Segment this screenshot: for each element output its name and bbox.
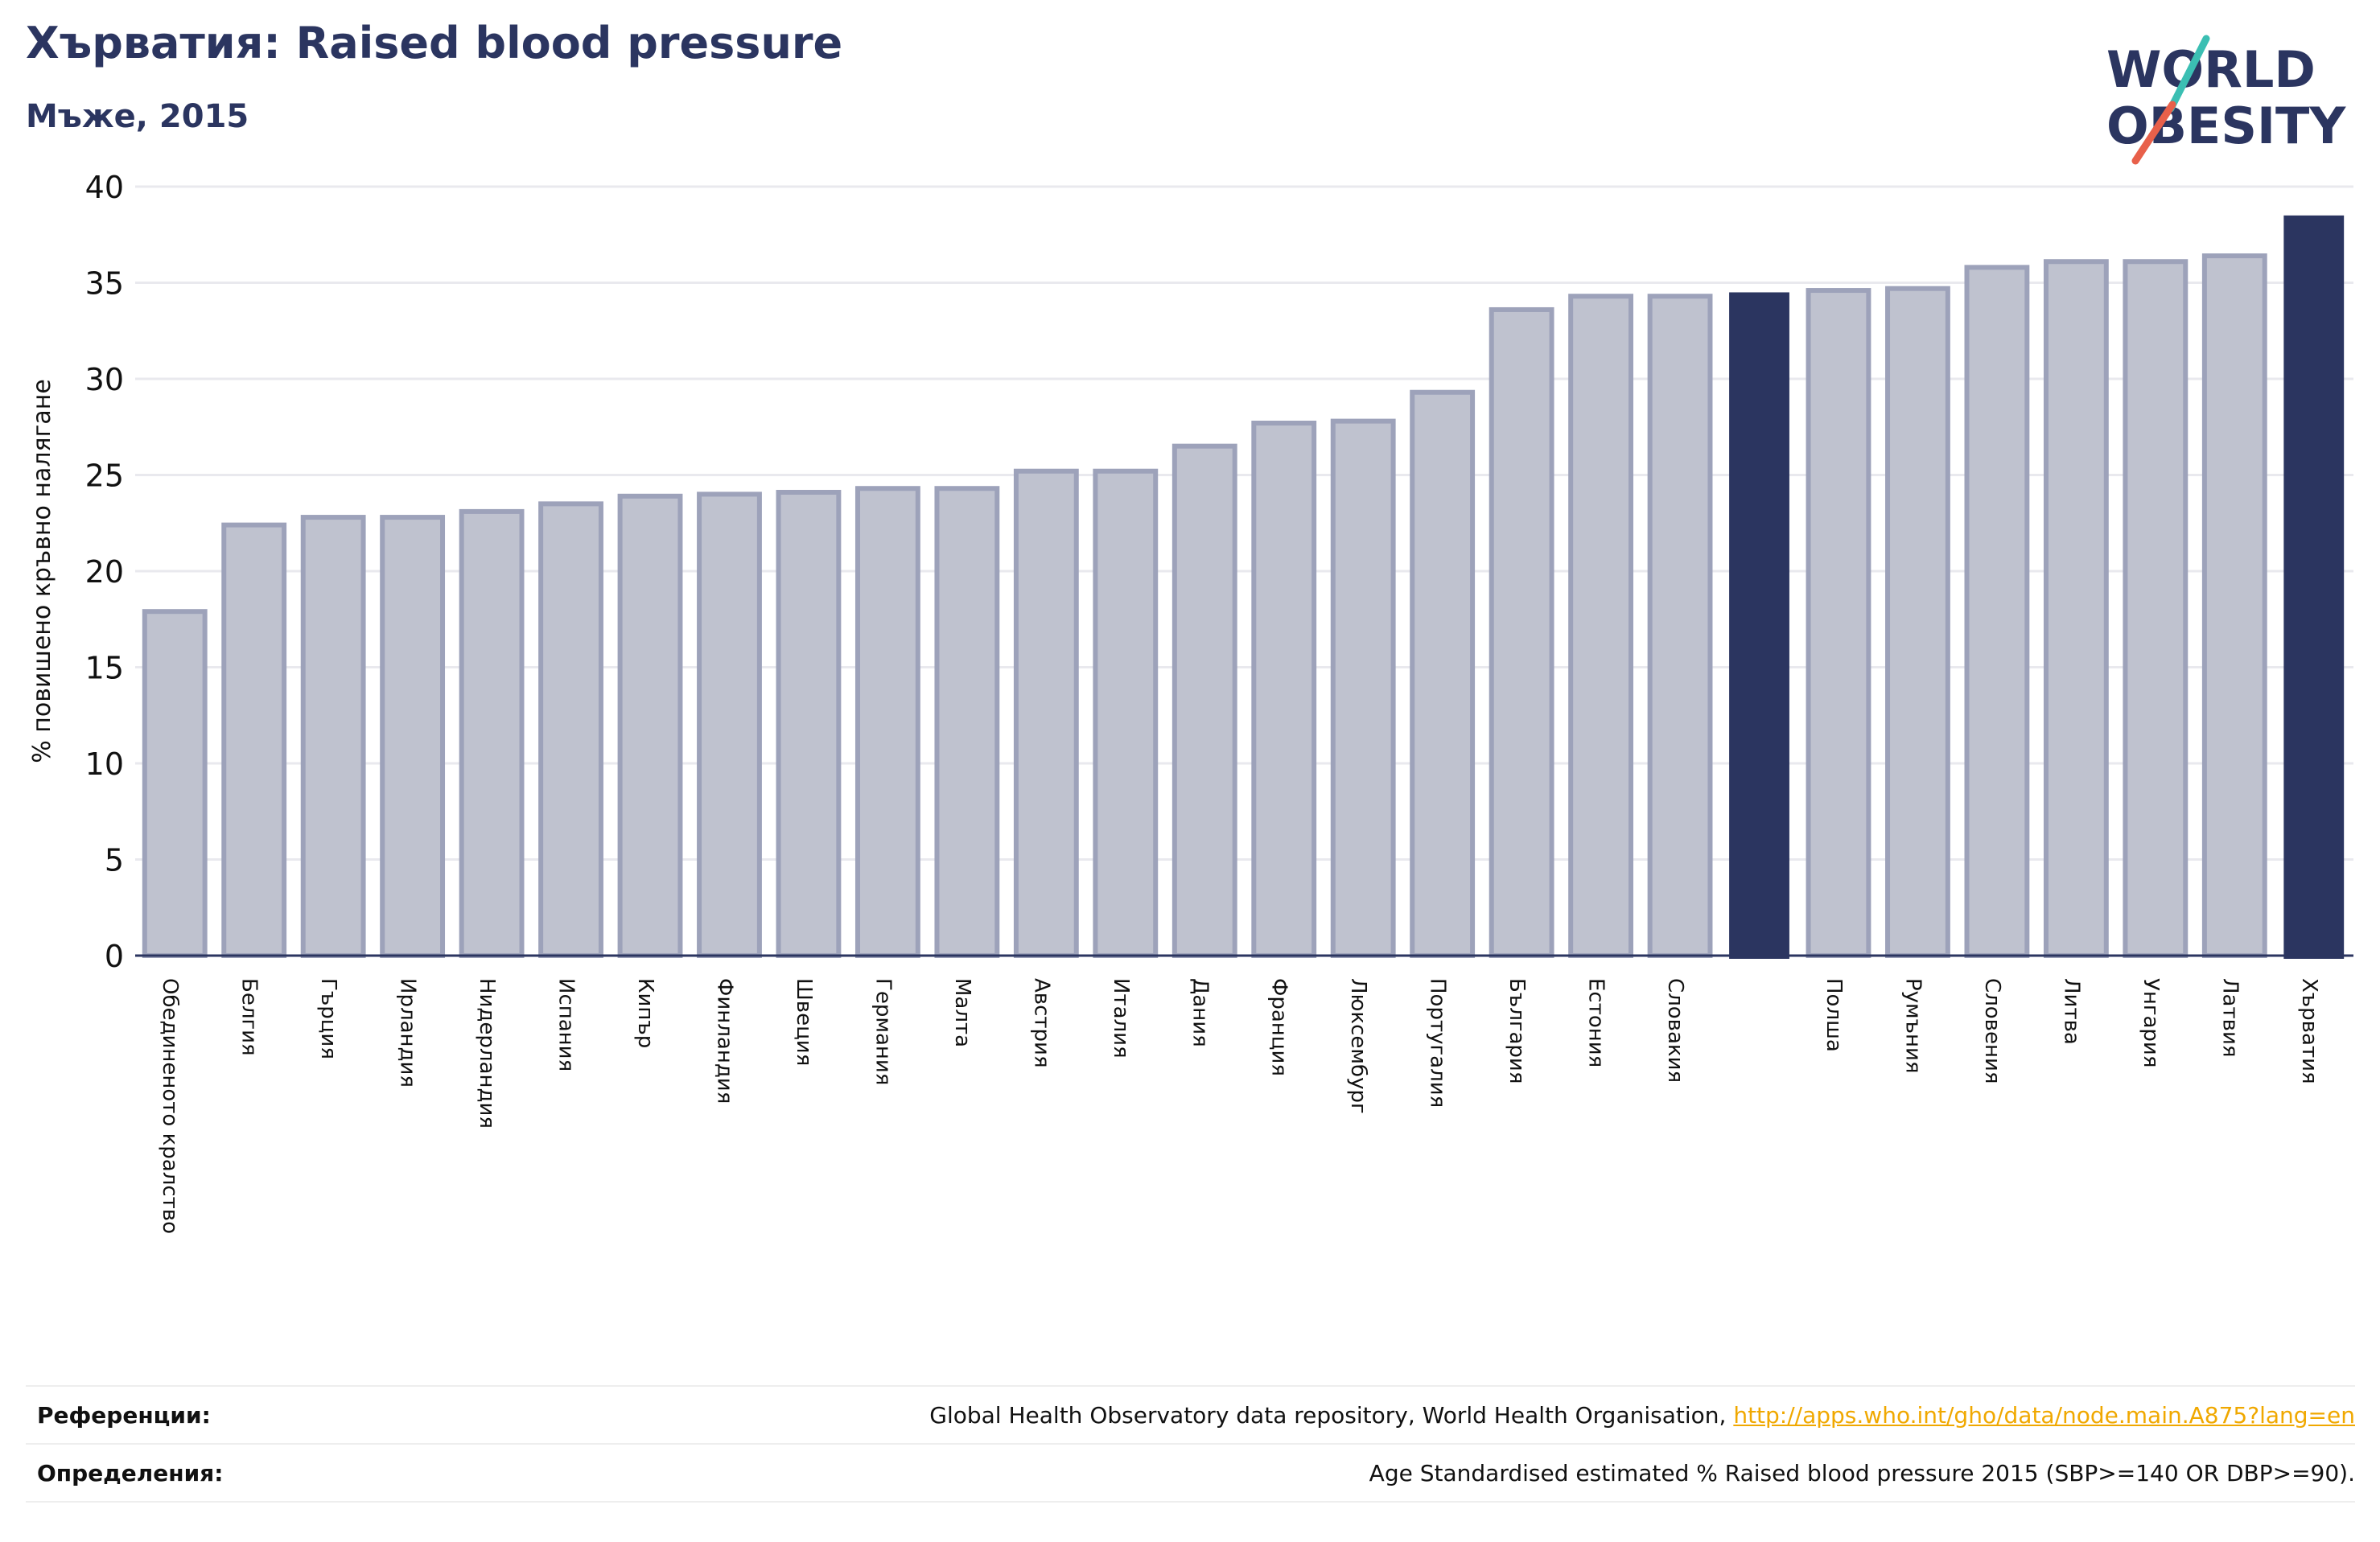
y-axis-label: % повишено кръвно налягане [28,379,56,763]
x-tick-label: Обединеното кралство [158,978,182,1234]
bar-chart: 0 5 10 15 20 25 30 35 40 Обединеното кралство Бел… [28,170,2353,1234]
x-tick-label: Естония [1584,978,1608,1067]
bar[interactable] [142,609,208,958]
chart-title: Хърватия: Raised blood pressure [26,18,843,68]
bar[interactable] [1964,265,2030,958]
y-tick-label: 15 [85,651,124,686]
references-text: Global Health Observatory data repositor… [929,1402,2355,1429]
logo-line1: WORLD [2106,40,2316,99]
bar[interactable] [1647,294,1713,959]
bar[interactable] [1330,418,1396,958]
bar[interactable] [1806,288,1871,958]
bar[interactable] [300,515,366,958]
x-tick-label: Румъния [1900,978,1925,1074]
references-panel: Референции: Global Health Observatory da… [26,1385,2355,1503]
bar[interactable] [617,493,683,958]
bar-highlighted[interactable] [2283,215,2345,960]
bar[interactable] [459,508,525,958]
bar[interactable] [380,515,446,958]
y-axis-ticks: 0 5 10 15 20 25 30 35 40 [85,170,124,974]
bar[interactable] [1013,468,1079,958]
bar-highlighted[interactable] [1729,292,1789,959]
world-obesity-logo: WORLD OBESITY [2106,35,2346,165]
bars [142,215,2345,960]
x-tick-label: Германия [871,978,895,1085]
definitions-row: Определения: Age Standardised estimated … [26,1443,2355,1503]
bar[interactable] [1171,443,1237,958]
y-tick-label: 5 [105,843,124,878]
x-tick-label: Финландия [712,978,736,1104]
bar[interactable] [221,522,287,958]
definitions-text: Age Standardised estimated % Raised bloo… [1369,1459,2355,1486]
chart-subtitle: Мъже, 2015 [26,98,249,135]
x-tick-label: Малта [950,978,974,1047]
y-tick-label: 30 [85,362,124,397]
x-tick-label: Австрия [1029,978,1053,1068]
bar[interactable] [1489,306,1554,958]
x-tick-label: Полша [1822,978,1846,1052]
references-link[interactable]: http://apps.who.int/gho/data/node.main.A… [1733,1401,2355,1429]
x-tick-label: Унгария [2139,978,2163,1067]
x-tick-label: Латвия [2217,978,2242,1058]
bar[interactable] [2123,259,2189,958]
references-label: Референции: [37,1401,211,1429]
x-tick-label: Хърватия [2297,978,2321,1084]
bar[interactable] [1410,389,1476,959]
logo-slash-teal [2167,35,2210,113]
logo-slash-red [2131,101,2176,165]
x-tick-label: Словения [1980,978,2004,1084]
references-source: Global Health Observatory data repositor… [929,1401,1734,1429]
x-tick-label: Франция [1267,978,1291,1076]
y-tick-label: 20 [85,554,124,590]
bar[interactable] [1885,286,1950,959]
y-tick-label: 25 [85,458,124,494]
bar[interactable] [2201,253,2267,959]
bar[interactable] [1568,294,1634,959]
x-tick-label: Португалия [1426,978,1450,1108]
references-row: Референции: Global Health Observatory da… [26,1385,2355,1443]
x-tick-label: Кипър [633,978,657,1048]
x-tick-label: Ирландия [396,978,420,1088]
x-tick-label: Италия [1109,978,1133,1059]
bar[interactable] [538,501,603,958]
x-tick-label: Белгия [237,978,261,1056]
y-tick-label: 10 [85,746,124,782]
bar[interactable] [776,490,842,958]
bar[interactable] [1093,468,1159,958]
y-tick-label: 40 [85,170,124,205]
y-tick-label: 0 [105,939,124,974]
x-tick-label: Нидерландия [475,978,499,1129]
x-tick-label: България [1505,978,1529,1084]
y-tick-label: 35 [85,266,124,302]
x-tick-label: Люксембург [1346,978,1370,1114]
bar[interactable] [697,491,762,958]
x-axis-ticks: Обединеното кралство Белгия Гърция Ирландия… [158,978,2321,1234]
x-tick-label: Гърция [316,978,340,1059]
x-tick-label: Испания [554,978,579,1071]
x-tick-label: Литва [2059,978,2083,1045]
definitions-label: Определения: [37,1459,224,1486]
bar[interactable] [2043,259,2109,958]
bar[interactable] [934,486,1000,958]
x-tick-label: Словакия [1663,978,1687,1083]
bar[interactable] [854,486,920,958]
x-tick-label: Швеция [792,978,816,1066]
bar[interactable] [1251,420,1317,958]
x-tick-label: Дания [1188,978,1212,1047]
